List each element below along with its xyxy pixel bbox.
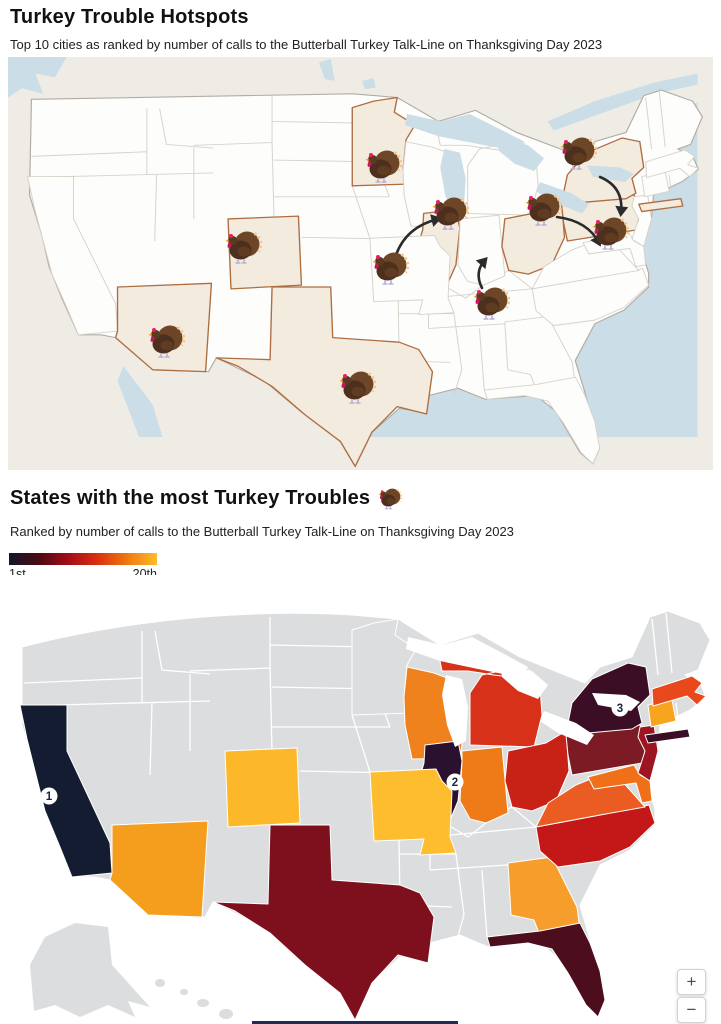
state-border-line [675,702,679,722]
state-border-line [149,702,153,776]
state-MN[interactable] [351,618,417,716]
state-border-line [651,618,659,676]
state-MA[interactable] [651,675,707,707]
lake-shape [440,149,466,216]
state-border-line [428,323,505,329]
lake-shape [586,165,634,183]
hotspots-subtitle: Top 10 cities as ranked by number of cal… [10,37,603,52]
callout-arrowhead [475,257,488,270]
state-MO[interactable] [369,768,457,856]
hotspots-title: Turkey Trouble Hotspots [10,6,249,29]
state-border-line [645,97,653,150]
state-border-line [189,667,271,672]
water-shape [547,73,698,131]
state-border-line [351,714,371,773]
callout-arrowhead [615,205,629,217]
state-border-line [453,313,463,396]
state-border-line [154,630,211,675]
state-border-line [511,806,537,828]
state-border-line [668,174,672,192]
rank-badge-number: 3 [617,703,623,715]
state-HI[interactable] [197,999,210,1007]
state-border-line [154,174,158,242]
lake-shape [540,711,594,745]
state-HI[interactable] [180,989,189,995]
hotspot-state-FL [483,376,601,465]
state-HI[interactable] [155,979,166,987]
state-border-line [31,151,147,157]
rank-badge-number: 2 [452,777,458,789]
hotspot-state-MA [645,149,699,178]
state-FL[interactable] [486,922,606,1018]
state-MD[interactable] [587,764,653,804]
rank-badge: 1 [40,787,58,805]
water-shape [117,366,163,437]
state-CO[interactable] [224,747,301,828]
state-border-line [481,869,488,938]
rank-badge: 3 [611,699,629,717]
state-HI[interactable] [219,1009,234,1019]
state-border-line [193,142,273,146]
lake-shape [536,182,589,214]
state-border-line [23,677,143,684]
zoom-out-button[interactable]: − [677,997,706,1023]
state-AK[interactable] [30,923,150,1017]
state-border-line [658,91,666,148]
water-shape [319,58,335,81]
lake-shape [500,661,548,699]
state-border-line [508,270,533,290]
states-choropleth-map[interactable]: 1 2 3 [0,575,721,1024]
state-border-line [429,864,509,871]
water-shape [362,78,376,90]
state-border-line [271,142,275,219]
rank-badge: 2 [446,773,464,791]
states-subtitle: Ranked by number of calls to the Butterb… [10,524,514,539]
state-border-line [269,667,273,752]
states-title-text: States with the most Turkey Troubles [10,487,371,509]
zoom-in-button[interactable]: + [677,969,706,995]
state-border-line [478,328,485,391]
hotspots-map[interactable] [8,57,713,470]
lake-shape [497,136,544,172]
hotspot-state-TX [215,286,434,468]
water-shape [340,103,698,437]
state-border-line [159,108,214,149]
states-title: States with the most Turkey Troubles [10,487,403,510]
hotspot-state-CA [27,176,119,336]
rank-gradient-bar [9,553,157,565]
state-TX[interactable] [212,824,435,1021]
turkey-icon [377,487,403,510]
state-AZ[interactable] [109,820,209,918]
lake-shape [442,675,468,747]
state-IN[interactable] [459,746,509,824]
footer-strip [252,1021,458,1024]
state-border-line [665,612,673,674]
lake-shape [406,637,528,677]
water-shape [8,57,67,98]
lake-shape [405,114,525,151]
state-border-line [351,185,371,239]
rank-badge-number: 1 [46,791,53,803]
state-border-line [455,853,465,944]
hotspot-state-IN [457,214,506,286]
hotspots-title-text: Turkey Trouble Hotspots [10,6,249,28]
state-CA[interactable] [19,704,113,878]
